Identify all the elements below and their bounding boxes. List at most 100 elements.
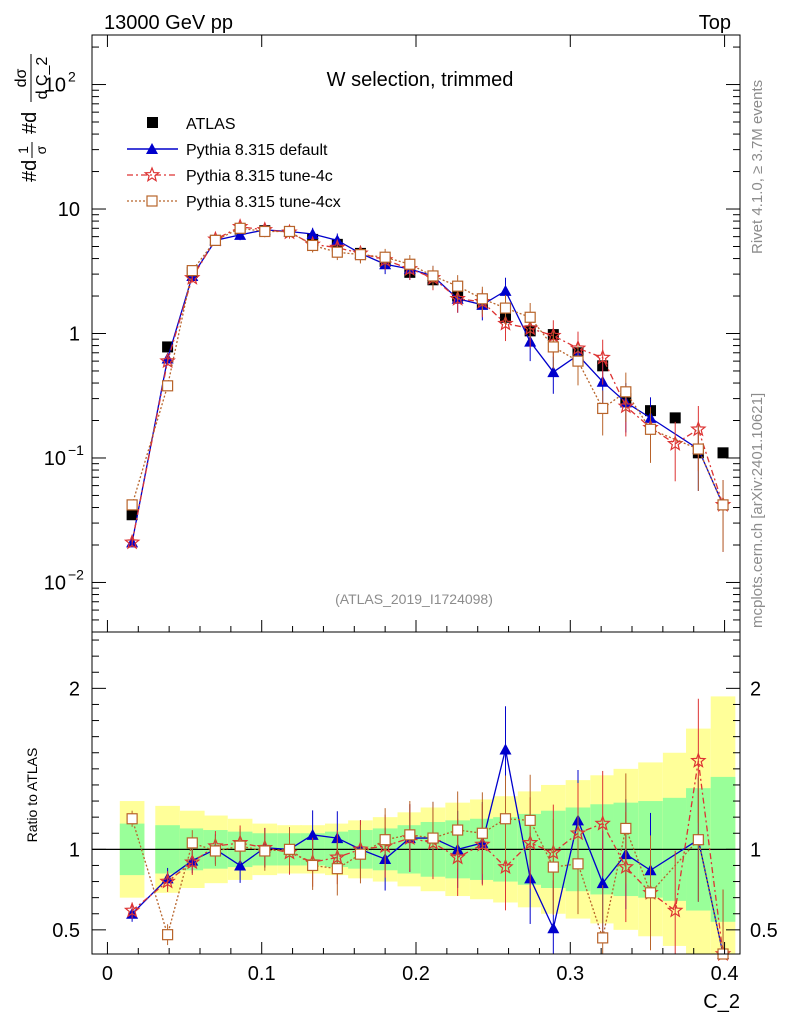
mcplots-credit: mcplots.cern.ch [arXiv:2401.10621] — [749, 393, 766, 628]
y-label-frac2-den: d C_2 — [34, 57, 51, 100]
point-ratio-pythia-8-315-tune-4cx-10 — [379, 834, 391, 846]
point-ratio-pythia-8-315-tune-4cx-3 — [209, 845, 222, 857]
x-axis-label: C_2 — [703, 991, 740, 1013]
point-ratio-pythia-8-315-tune-4c-22 — [666, 901, 684, 918]
point-ratio-pythia-8-315-default-17 — [547, 922, 560, 934]
y-tick-label-2: 1 — [69, 324, 80, 346]
process-label: Top — [699, 12, 731, 34]
y-tick-exponent-4: 2 — [68, 69, 76, 85]
point-ratio-pythia-8-315-default-15 — [499, 743, 512, 755]
point-ratio-pythia-8-315-tune-4cx-23 — [692, 834, 704, 846]
y-label-d1: #d — [19, 160, 41, 182]
y-tick-exponent-1: −1 — [68, 442, 84, 458]
ratio-axis-label: Ratio to ATLAS — [24, 748, 40, 843]
point-ratio-pythia-8-315-tune-4cx-11 — [404, 829, 416, 841]
ratio-plot-frame — [91, 631, 741, 955]
ratio-tick-label-right-2: 2 — [750, 678, 761, 700]
x-tick-label-0: 0 — [102, 963, 113, 985]
point-ratio-pythia-8-315-tune-4cx-1 — [162, 929, 174, 941]
point-ratio-pythia-8-315-tune-4cx-8 — [331, 863, 343, 875]
point-main-atlas-0 — [126, 509, 138, 521]
legend-label-tune4c: Pythia 8.315 tune-4c — [186, 168, 333, 185]
ratio-tick-label-right-1: 1 — [750, 839, 761, 861]
point-ratio-pythia-8-315-tune-4c-2 — [184, 853, 201, 870]
x-tick-label-4: 0.4 — [711, 963, 739, 985]
energy-label: 13000 GeV pp — [104, 12, 233, 34]
series-pythia-8-315-tune-4cx — [126, 222, 729, 960]
point-main-pythia-8-315-tune-4cx-8 — [331, 246, 343, 258]
ratio-tick-label-left-0: 0.5 — [52, 920, 80, 942]
legend-label-default: Pythia 8.315 default — [186, 142, 328, 159]
legend-item-tune4c: Pythia 8.315 tune-4c — [127, 166, 333, 185]
ratio-tick-label-left-2: 2 — [69, 678, 80, 700]
point-main-pythia-8-315-tune-4cx-17 — [547, 341, 559, 353]
point-main-pythia-8-315-tune-4c-13 — [449, 290, 466, 306]
y-axis-label: #d 1 σ #d dσ d C_2 — [13, 54, 51, 182]
point-main-pythia-8-315-tune-4cx-20 — [620, 386, 632, 398]
point-ratio-pythia-8-315-default-7 — [306, 828, 319, 840]
point-main-pythia-8-315-tune-4cx-2 — [186, 265, 198, 277]
chart-title: W selection, trimmed — [327, 69, 514, 91]
point-main-pythia-8-315-tune-4cx-3 — [209, 234, 222, 246]
legend-marker-default — [146, 143, 158, 154]
point-ratio-pythia-8-315-default-19 — [596, 877, 609, 889]
y-tick-label-3: 10 — [58, 199, 80, 221]
point-main-pythia-8-315-tune-4cx-4 — [234, 222, 246, 234]
point-ratio-pythia-8-315-tune-4cx-4 — [234, 840, 246, 852]
point-main-pythia-8-315-default-4 — [234, 228, 247, 240]
point-ratio-pythia-8-315-tune-4cx-18 — [572, 858, 584, 870]
point-main-pythia-8-315-tune-4c-0 — [123, 533, 141, 550]
ratio-plot-area — [92, 696, 740, 954]
point-main-pythia-8-315-tune-4cx-21 — [644, 423, 657, 435]
x-tick-label-1: 0.1 — [248, 963, 276, 985]
point-ratio-pythia-8-315-tune-4cx-7 — [307, 859, 319, 872]
point-main-pythia-8-315-default-17 — [547, 366, 560, 378]
point-ratio-pythia-8-315-tune-4c-0 — [123, 901, 141, 918]
point-main-pythia-8-315-tune-4cx-16 — [524, 311, 536, 323]
point-ratio-pythia-8-315-tune-4cx-14 — [476, 827, 488, 839]
point-ratio-pythia-8-315-tune-4c-19 — [594, 814, 611, 831]
point-main-atlas-24 — [717, 447, 729, 459]
point-ratio-pythia-8-315-tune-4cx-13 — [452, 824, 464, 836]
point-ratio-pythia-8-315-tune-4cx-19 — [597, 932, 609, 944]
point-main-pythia-8-315-tune-4cx-1 — [162, 380, 174, 392]
point-main-pythia-8-315-default-15 — [499, 284, 512, 296]
point-main-pythia-8-315-tune-4c-1 — [159, 352, 176, 369]
point-main-pythia-8-315-tune-4cx-9 — [354, 249, 367, 261]
y-tick-exponent-0: −2 — [68, 566, 84, 582]
legend-marker-atlas — [147, 117, 158, 128]
point-ratio-pythia-8-315-tune-4c-1 — [159, 872, 176, 889]
point-main-pythia-8-315-tune-4cx-23 — [692, 443, 704, 455]
point-ratio-pythia-8-315-tune-4cx-9 — [354, 848, 367, 860]
y-tick-label-1: 10 — [44, 448, 66, 470]
point-ratio-pythia-8-315-tune-4cx-6 — [283, 843, 296, 855]
point-ratio-pythia-8-315-tune-4cx-15 — [499, 813, 512, 825]
legend-item-tune4cx: Pythia 8.315 tune-4cx — [127, 194, 341, 211]
point-main-pythia-8-315-tune-4cx-24 — [717, 499, 729, 511]
legend-marker-tune4cx — [146, 195, 158, 207]
point-main-pythia-8-315-tune-4c-15 — [497, 314, 514, 331]
x-tick-label-2: 0.2 — [402, 963, 430, 985]
point-main-pythia-8-315-tune-4cx-19 — [597, 402, 609, 415]
point-main-pythia-8-315-tune-4cx-5 — [259, 225, 271, 238]
point-ratio-pythia-8-315-tune-4cx-5 — [259, 845, 271, 857]
y-tick-label-4: 10 — [44, 75, 66, 97]
rivet-version: Rivet 4.1.0, ≥ 3.7M events — [749, 80, 766, 254]
series-layer — [123, 218, 732, 962]
point-main-atlas-22 — [669, 412, 681, 424]
analysis-id: (ATLAS_2019_I1724098) — [335, 591, 493, 607]
point-ratio-pythia-8-315-tune-4cx-2 — [186, 837, 198, 849]
point-main-pythia-8-315-tune-4cx-0 — [126, 499, 138, 511]
y-label-frac2-num: dσ — [13, 68, 30, 87]
point-ratio-pythia-8-315-tune-4cx-17 — [547, 861, 559, 873]
y-tick-label-0: 10 — [44, 572, 66, 594]
legend-marker-tune4c — [143, 166, 161, 183]
point-ratio-pythia-8-315-tune-4cx-12 — [427, 832, 439, 844]
legend-label-tune4cx: Pythia 8.315 tune-4cx — [186, 194, 341, 211]
y-label-frac1-den: σ — [33, 145, 49, 154]
point-main-pythia-8-315-tune-4cx-10 — [379, 251, 391, 263]
point-main-atlas-1 — [162, 341, 174, 353]
point-ratio-pythia-8-315-tune-4cx-21 — [644, 887, 657, 899]
